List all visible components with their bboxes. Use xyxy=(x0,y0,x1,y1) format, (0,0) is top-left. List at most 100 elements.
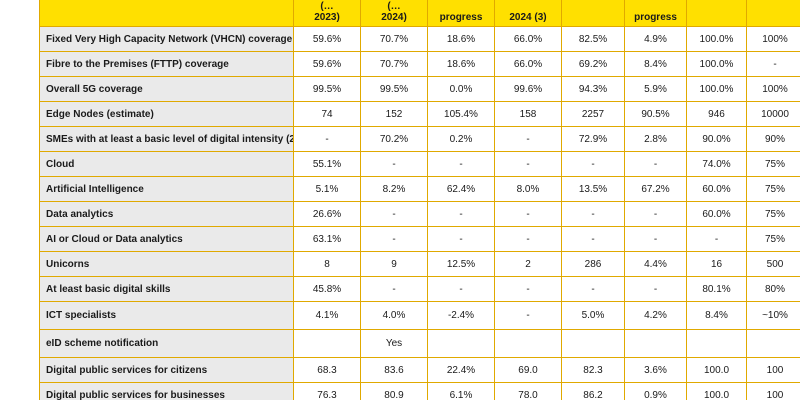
header-row: (… 2023) (… 2024) progress 2024 (3) progress xyxy=(39,0,800,27)
row-label: Data analytics xyxy=(39,201,294,227)
table-cell: 6.1% xyxy=(427,382,495,400)
table-row: Unicorns 8 9 12.5% 2 286 4.4% 16 500 xyxy=(39,251,800,277)
table-cell: 4.0% xyxy=(360,301,428,330)
table-cell: - xyxy=(624,201,687,227)
header-cell xyxy=(39,0,294,27)
table-row: Fibre to the Premises (FTTP) coverage 59.… xyxy=(39,51,800,77)
table-cell: 16 xyxy=(686,251,747,277)
table-cell: 18.6% xyxy=(427,26,495,52)
table-cell: 60.0% xyxy=(686,176,747,202)
table-cell: 2.8% xyxy=(624,126,687,152)
table-cell: 100.0 xyxy=(686,382,747,400)
table-cell: 10000 xyxy=(746,101,800,127)
table-cell: - xyxy=(494,276,562,302)
table-cell: 63.1% xyxy=(293,226,361,252)
header-cell xyxy=(561,0,625,27)
table-cell: 5.1% xyxy=(293,176,361,202)
table-cell: 66.0% xyxy=(494,51,562,77)
table-cell: 4.1% xyxy=(293,301,361,330)
row-label: Edge Nodes (estimate) xyxy=(39,101,294,127)
table-cell: 74.0% xyxy=(686,151,747,177)
table-cell xyxy=(427,329,495,358)
table-cell: 12.5% xyxy=(427,251,495,277)
table-cell xyxy=(624,329,687,358)
table-cell: 9 xyxy=(360,251,428,277)
table-cell: 59.6% xyxy=(293,26,361,52)
table-cell: 286 xyxy=(561,251,625,277)
table-cell: - xyxy=(624,226,687,252)
table-cell: 86.2 xyxy=(561,382,625,400)
table-cell: 105.4% xyxy=(427,101,495,127)
table-cell xyxy=(746,329,800,358)
table-cell: 62.4% xyxy=(427,176,495,202)
table-cell: - xyxy=(427,151,495,177)
table-cell: 68.3 xyxy=(293,357,361,383)
table-cell: 75% xyxy=(746,201,800,227)
row-label: Cloud xyxy=(39,151,294,177)
table-cell: - xyxy=(561,151,625,177)
table-cell: 100.0% xyxy=(686,26,747,52)
table-body: Fixed Very High Capacity Network (VHCN) … xyxy=(39,26,800,400)
table-cell: - xyxy=(427,201,495,227)
table-cell: - xyxy=(494,126,562,152)
table-row: At least basic digital skills 45.8% - - - - -8… xyxy=(39,276,800,302)
table-cell: 100 xyxy=(746,382,800,400)
header-cell: (… 2023) xyxy=(293,0,361,27)
table-row: SMEs with at least a basic level of digi… xyxy=(39,126,800,152)
table-cell: - xyxy=(686,226,747,252)
table-cell: 67.2% xyxy=(624,176,687,202)
table-cell: 946 xyxy=(686,101,747,127)
table-cell: - xyxy=(624,276,687,302)
table-cell: 55.1% xyxy=(293,151,361,177)
table-cell: 18.6% xyxy=(427,51,495,77)
row-label: Unicorns xyxy=(39,251,294,277)
header-cell: 2024 (3) xyxy=(494,0,562,27)
table-cell: 90% xyxy=(746,126,800,152)
table-cell: 158 xyxy=(494,101,562,127)
header-cell: progress xyxy=(427,0,495,27)
table-cell: - xyxy=(494,301,562,330)
table-cell: 75% xyxy=(746,151,800,177)
table-cell: 59.6% xyxy=(293,51,361,77)
table-cell: - xyxy=(360,151,428,177)
table-cell: 100% xyxy=(746,76,800,102)
table-cell: 70.7% xyxy=(360,51,428,77)
table-cell: - xyxy=(746,51,800,77)
row-label: At least basic digital skills xyxy=(39,276,294,302)
table-cell: 80% xyxy=(746,276,800,302)
header-cell xyxy=(686,0,747,27)
table-cell: 75% xyxy=(746,176,800,202)
row-label: Digital public services for businesses xyxy=(39,382,294,400)
table-row: eID scheme notification Yes xyxy=(39,329,800,358)
table-cell: - xyxy=(293,126,361,152)
table-cell: 8.2% xyxy=(360,176,428,202)
table-row: AI or Cloud or Data analytics 63.1% - - - - - -… xyxy=(39,226,800,252)
row-label: Overall 5G coverage xyxy=(39,76,294,102)
table-row: Overall 5G coverage 99.5% 99.5% 0.0% 99.6% 94… xyxy=(39,76,800,102)
table-cell: 78.0 xyxy=(494,382,562,400)
table-cell: - xyxy=(624,151,687,177)
table-cell: - xyxy=(561,201,625,227)
row-label: eID scheme notification xyxy=(39,329,294,358)
table-cell: 8.4% xyxy=(686,301,747,330)
table-cell xyxy=(561,329,625,358)
table-row: Edge Nodes (estimate) 74 152 105.4% 158 2257 9… xyxy=(39,101,800,127)
table-cell: 82.5% xyxy=(561,26,625,52)
table-row: Artificial Intelligence 5.1% 8.2% 62.4% 8.0%… xyxy=(39,176,800,202)
table-cell: 74 xyxy=(293,101,361,127)
table-cell: 2 xyxy=(494,251,562,277)
row-label: Fixed Very High Capacity Network (VHCN) … xyxy=(39,26,294,52)
table-cell: 76.3 xyxy=(293,382,361,400)
table-cell: 8.4% xyxy=(624,51,687,77)
table-cell: 100% xyxy=(746,26,800,52)
table-row: Digital public services for citizens 68.3… xyxy=(39,357,800,383)
table-header: (… 2023) (… 2024) progress 2024 (3) progress xyxy=(39,0,800,27)
table-cell: 60.0% xyxy=(686,201,747,227)
header-cell xyxy=(746,0,800,27)
table-cell: 3.6% xyxy=(624,357,687,383)
table-cell: 100.0 xyxy=(686,357,747,383)
table-cell: ~10% xyxy=(746,301,800,330)
table-cell: 22.4% xyxy=(427,357,495,383)
table-row: Digital public services for businesses 76… xyxy=(39,382,800,400)
table-cell: 90.0% xyxy=(686,126,747,152)
